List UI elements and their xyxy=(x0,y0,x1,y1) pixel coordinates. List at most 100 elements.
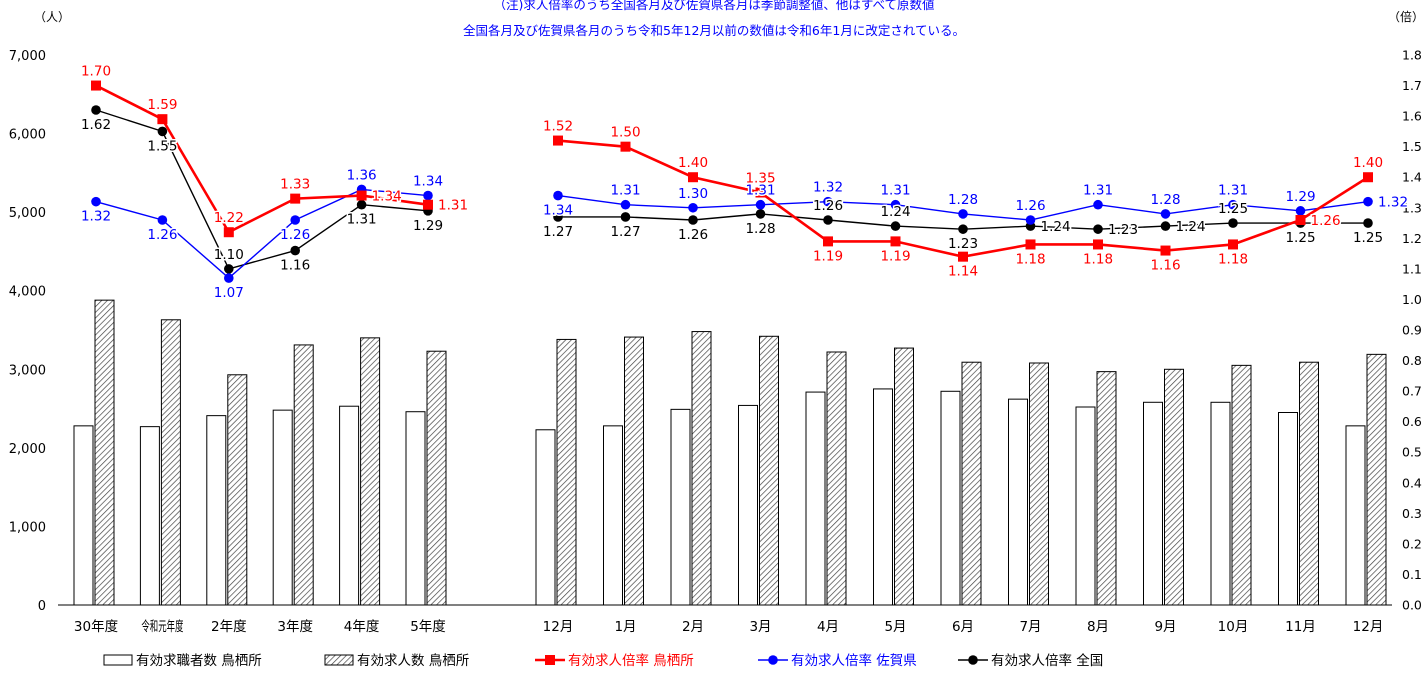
bar-job-seekers xyxy=(1143,401,1163,606)
marker-saga xyxy=(688,202,698,213)
marker-tosu xyxy=(1160,245,1171,256)
bar-job-seekers xyxy=(1278,412,1298,606)
left-tick-label: 1,000 xyxy=(9,520,46,535)
legend-label-job-openings: 有効求人数 鳥栖所 xyxy=(357,653,469,669)
right-tick-label: 0.0 xyxy=(1402,598,1422,613)
marker-saga xyxy=(553,190,563,201)
marker-national xyxy=(958,224,968,234)
series-line-saga xyxy=(95,188,429,279)
marker-national xyxy=(356,199,367,210)
marker-national xyxy=(290,245,301,256)
x-tick-label: 11月 xyxy=(1285,619,1316,635)
data-label-national: 1.27 xyxy=(543,224,573,240)
data-label-national: 1.28 xyxy=(745,221,775,237)
data-label-tosu: 1.59 xyxy=(147,97,177,113)
right-tick-label: 1.4 xyxy=(1402,170,1422,185)
x-tick-label: 30年度 xyxy=(74,619,118,635)
marker-tosu xyxy=(1025,239,1036,250)
bar-job-seekers xyxy=(1210,401,1231,606)
data-label-saga: 1.31 xyxy=(610,183,640,199)
data-label-saga: 1.31 xyxy=(1218,183,1248,199)
lines xyxy=(91,80,1373,283)
right-tick-label: 0.9 xyxy=(1402,323,1422,338)
right-tick-label: 1.6 xyxy=(1402,109,1422,124)
marker-national xyxy=(553,212,563,222)
marker-national xyxy=(224,264,234,274)
marker-saga xyxy=(1093,199,1103,210)
bar-job-seekers xyxy=(1008,398,1028,606)
marker-national xyxy=(157,126,168,137)
left-tick-label: 2,000 xyxy=(9,442,46,457)
data-label-saga: 1.26 xyxy=(147,227,177,243)
x-tick-label: 5月 xyxy=(884,619,906,635)
data-label-saga: 1.32 xyxy=(813,180,843,196)
left-tick-label: 7,000 xyxy=(9,49,46,64)
data-label-tosu: 1.40 xyxy=(678,155,708,171)
legend-label-saga: 有効求人倍率 佐賀県 xyxy=(791,652,917,669)
bar-job-seekers xyxy=(1345,425,1366,606)
marker-saga xyxy=(823,196,833,207)
bar-job-seekers xyxy=(73,425,94,606)
data-label-national: 1.16 xyxy=(280,258,310,274)
x-tick-label: 10月 xyxy=(1218,619,1249,635)
bar-job-seekers xyxy=(272,409,293,606)
bar-job-openings xyxy=(227,374,248,606)
marker-tosu xyxy=(620,141,631,152)
x-tick-label: 4年度 xyxy=(344,619,380,635)
data-label-saga: 1.30 xyxy=(678,186,708,202)
marker-saga xyxy=(1295,206,1306,216)
marker-saga xyxy=(290,215,301,225)
bar-job-openings xyxy=(1029,362,1049,606)
x-tick-label: 9月 xyxy=(1154,619,1176,635)
marker-saga xyxy=(91,196,101,207)
right-tick-label: 1.1 xyxy=(1402,261,1422,276)
left-axis-unit: （人） xyxy=(34,10,71,24)
marker-saga xyxy=(1160,209,1171,219)
bar-job-openings xyxy=(1096,371,1117,606)
bar-job-seekers xyxy=(670,408,691,606)
right-axis-unit: （倍） xyxy=(1388,10,1425,24)
right-tick-label: 0.3 xyxy=(1402,506,1422,521)
data-label-national: 1.29 xyxy=(413,218,443,234)
data-label-saga: 1.07 xyxy=(214,285,244,301)
marker-national xyxy=(755,209,766,219)
data-label-tosu: 1.31 xyxy=(438,198,468,214)
bar-job-seekers xyxy=(603,425,623,606)
data-label-national: 1.10 xyxy=(214,247,244,263)
data-label-national: 1.24 xyxy=(1041,219,1071,235)
x-tick-label: 令和元年度 xyxy=(141,619,183,635)
bar-job-seekers xyxy=(940,390,961,606)
marker-national xyxy=(1228,218,1238,228)
marker-tosu xyxy=(890,236,901,247)
note-line-1: （注)求人倍率のうち全国各月及び佐賀県各月は季節調整値、他はすべて原数値 xyxy=(493,0,935,12)
left-tick-label: 4,000 xyxy=(9,285,46,300)
right-tick-label: 1.7 xyxy=(1402,78,1422,93)
data-label-tosu: 1.26 xyxy=(1311,213,1341,229)
right-tick-label: 1.8 xyxy=(1402,48,1422,63)
x-tick-label: 3月 xyxy=(749,619,771,635)
x-tick-label: 1月 xyxy=(614,619,636,635)
marker-tosu xyxy=(1295,215,1306,225)
note-line-2: 全国各月及び佐賀県各月のうち令和5年12月以前の数値は令和6年1月に改定されてい… xyxy=(463,23,965,38)
x-tick-label: 2月 xyxy=(682,619,704,635)
data-label-saga: 1.34 xyxy=(543,203,573,219)
x-tick-label: 8月 xyxy=(1087,619,1109,635)
bar-job-openings xyxy=(1299,361,1319,606)
bar-job-openings xyxy=(759,335,779,606)
marker-national xyxy=(1363,218,1373,228)
data-label-saga: 1.36 xyxy=(347,167,377,183)
marker-tosu xyxy=(423,199,433,210)
data-label-saga: 1.34 xyxy=(413,174,443,190)
data-label-saga: 1.31 xyxy=(1083,183,1113,199)
data-label-tosu: 1.18 xyxy=(1015,251,1045,267)
bar-job-seekers xyxy=(535,429,556,606)
data-label-saga: 1.29 xyxy=(1285,189,1315,205)
data-label-saga: 1.28 xyxy=(948,192,978,208)
data-label-tosu: 1.19 xyxy=(880,248,910,264)
bar-job-seekers xyxy=(405,411,426,606)
left-tick-label: 5,000 xyxy=(9,206,46,221)
data-label-saga: 1.32 xyxy=(81,209,111,225)
axes: 0 1,000 2,000 3,000 4,000 5,000 6,000 7,000 0.0 0… xyxy=(9,48,1422,636)
